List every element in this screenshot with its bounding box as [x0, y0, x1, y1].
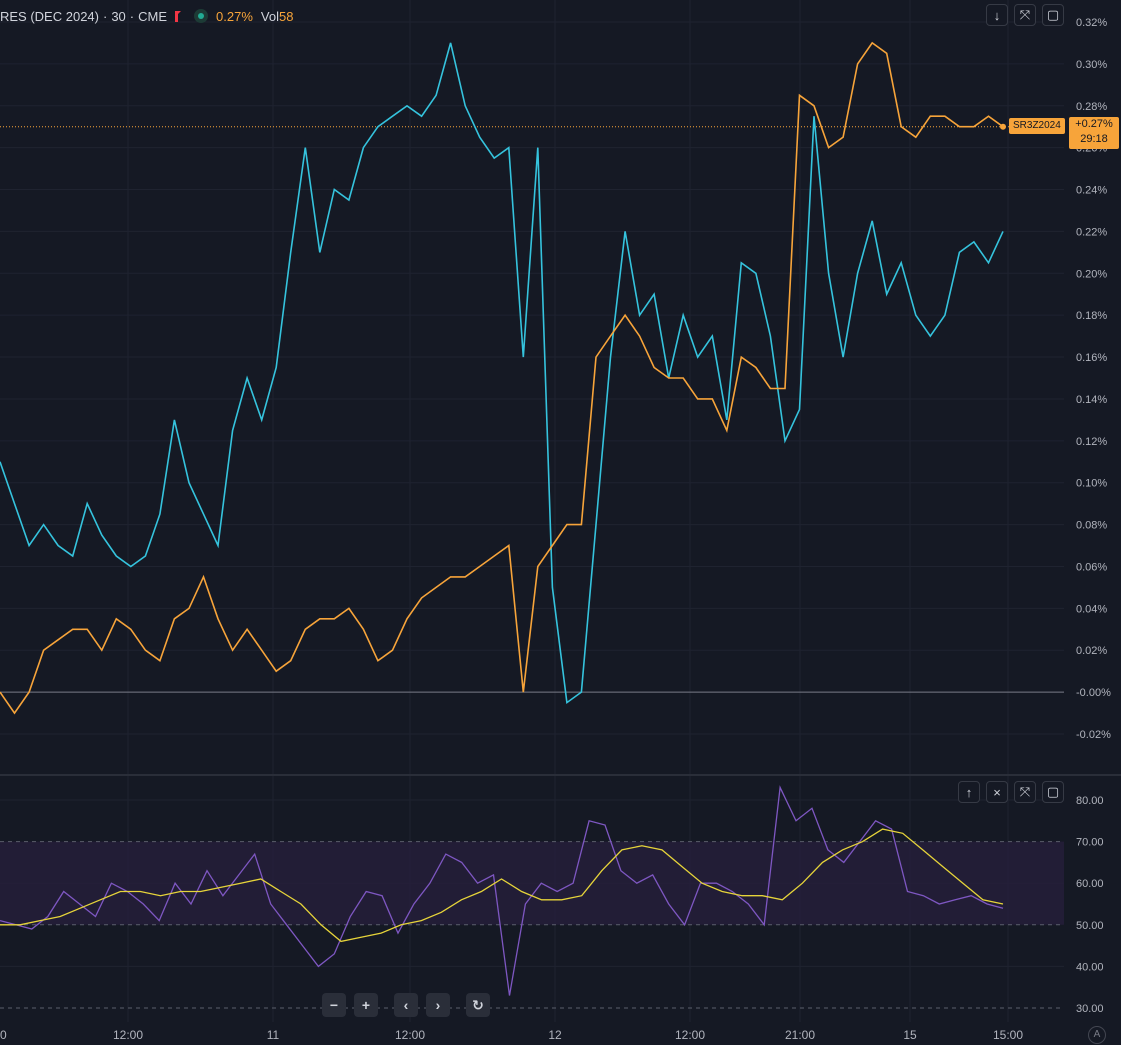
collapse-pane-button[interactable]: ⤧ [1014, 781, 1036, 803]
main-series-line [0, 41, 1004, 715]
reset-icon: ↻ [472, 996, 484, 1013]
rsi-line [0, 785, 1004, 996]
rsi-axis-tick-label: 30.00 [1076, 1003, 1104, 1015]
y-axis-tick-label: 0.10% [1076, 478, 1107, 490]
y-axis-tick-label: 0.14% [1076, 394, 1107, 406]
collapse-icon: ⤧ [1019, 784, 1031, 799]
y-axis-tick-label: 0.28% [1076, 101, 1107, 113]
x-axis-tick-label: 11 [267, 1028, 280, 1042]
exchange-label: CME [138, 8, 168, 24]
last-price-tag: +0.27% 29:18 [1069, 117, 1119, 149]
x-axis-tick-label: 12:00 [675, 1028, 705, 1042]
move-up-button[interactable]: ↑ [958, 781, 980, 803]
close-icon: × [993, 784, 1001, 800]
rsi-axis-tick-label: 70.00 [1076, 837, 1104, 849]
maximize-icon: ▢ [1046, 784, 1060, 799]
collapse-pane-button[interactable]: ⤧ [1014, 4, 1036, 26]
reset-chart-button[interactable]: ↻ [466, 993, 490, 1017]
x-axis-tick-label: 12 [548, 1028, 562, 1042]
rsi-axis-tick-label: 80.00 [1076, 795, 1104, 807]
rsi-axis-tick-label: 40.00 [1076, 961, 1104, 973]
interval-label: 30 [111, 8, 126, 24]
volume-value: 58 [278, 8, 294, 24]
y-axis-tick-label: 0.18% [1076, 310, 1107, 322]
y-axis-tick-label: 0.02% [1076, 645, 1107, 657]
remove-pane-button[interactable]: × [986, 781, 1008, 803]
y-axis-tick-label: 0.22% [1076, 226, 1107, 238]
plus-icon: + [361, 997, 371, 1013]
y-axis-tick-label: 0.04% [1076, 603, 1107, 615]
collapse-icon: ⤧ [1019, 7, 1031, 22]
chevron-right-icon: › [435, 997, 441, 1013]
change-percent: 0.27% [216, 8, 253, 24]
zoom-out-button[interactable]: − [322, 993, 346, 1017]
flag-icon[interactable] [175, 10, 186, 22]
last-price-percent: +0.27% [1075, 118, 1113, 130]
x-axis-tick-label: 15 [903, 1028, 917, 1042]
x-axis-tick-label: 21:00 [785, 1028, 815, 1042]
maximize-icon: ▢ [1046, 7, 1060, 22]
legend-separator: · [129, 8, 135, 24]
x-axis-tick-label: 15:00 [993, 1028, 1023, 1042]
market-status-icon[interactable] [194, 9, 209, 23]
minus-icon: − [329, 997, 339, 1013]
bar-countdown: 29:18 [1080, 133, 1108, 145]
symbol-name[interactable]: RES (DEC 2024) [0, 8, 99, 24]
y-axis-tick-label: -0.00% [1076, 687, 1111, 699]
x-axis-tick-label: 0 [0, 1028, 7, 1042]
y-axis-tick-label: -0.02% [1076, 729, 1111, 741]
zoom-in-button[interactable]: + [354, 993, 378, 1017]
y-axis-tick-label: 0.24% [1076, 185, 1107, 197]
rsi-axis-tick-label: 60.00 [1076, 878, 1104, 890]
y-axis-tick-label: 0.06% [1076, 561, 1107, 573]
arrow-down-icon: ↓ [993, 7, 1001, 23]
auto-scale-button[interactable]: A [1088, 1026, 1106, 1044]
arrow-up-icon: ↑ [965, 784, 973, 800]
series-legend[interactable]: RES (DEC 2024) · 30 · CME 0.27% Vol 58 [0, 6, 293, 26]
x-axis-tick-label: 12:00 [113, 1028, 143, 1042]
volume-label: Vol [260, 8, 279, 24]
rsi-axis-tick-label: 50.00 [1076, 920, 1104, 932]
y-axis-tick-label: 0.20% [1076, 268, 1107, 280]
comparison-series-line [0, 42, 1004, 705]
y-axis-tick-label: 0.30% [1076, 59, 1107, 71]
move-down-button[interactable]: ↓ [986, 4, 1008, 26]
maximize-pane-button[interactable]: ▢ [1042, 781, 1064, 803]
y-axis-tick-label: 0.16% [1076, 352, 1107, 364]
chevron-left-icon: ‹ [403, 997, 409, 1013]
x-axis-tick-label: 12:00 [395, 1028, 425, 1042]
maximize-pane-button[interactable]: ▢ [1042, 4, 1064, 26]
symbol-price-label: SR3Z2024 [1009, 118, 1065, 134]
rsi-ma-line [0, 828, 1004, 943]
legend-separator: · [102, 8, 108, 24]
y-axis-tick-label: 0.12% [1076, 436, 1107, 448]
y-axis-tick-label: 0.32% [1076, 17, 1107, 29]
rsi-band [0, 841, 1064, 925]
last-price-dot [1000, 123, 1006, 130]
scroll-right-button[interactable]: › [426, 993, 450, 1017]
y-axis-tick-label: 0.08% [1076, 520, 1107, 532]
scroll-left-button[interactable]: ‹ [394, 993, 418, 1017]
